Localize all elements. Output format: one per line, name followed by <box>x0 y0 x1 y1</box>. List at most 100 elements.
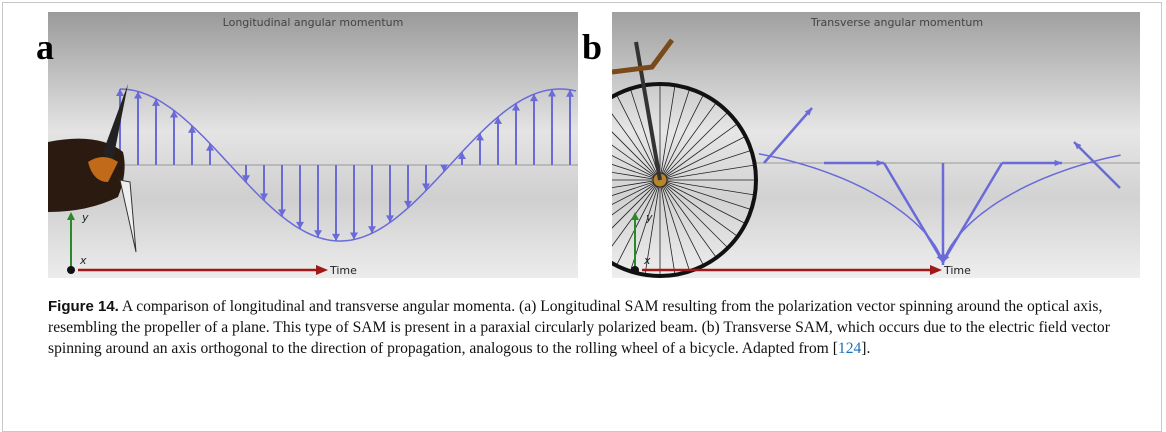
spoke <box>659 179 717 258</box>
arrowhead <box>476 133 484 141</box>
spoke <box>659 179 755 196</box>
spoke <box>659 136 746 181</box>
spoke <box>612 179 661 205</box>
spoke <box>612 155 661 181</box>
spoke <box>659 179 746 224</box>
propeller-blade <box>119 179 137 253</box>
arrowhead <box>152 98 160 106</box>
spoke <box>612 179 661 229</box>
arrowhead <box>134 91 142 99</box>
spoke <box>659 179 704 266</box>
spoke <box>659 164 755 181</box>
wheel <box>612 38 758 278</box>
spoke <box>659 179 729 249</box>
spoke <box>612 179 661 197</box>
propeller-blade <box>103 84 128 161</box>
arrowhead <box>494 116 502 124</box>
panel-label: a <box>36 27 54 67</box>
spoke <box>659 85 676 181</box>
arrowhead <box>1074 142 1082 150</box>
panel-label: b <box>582 27 603 67</box>
spoke <box>659 179 752 211</box>
spoke <box>629 88 661 181</box>
spoke <box>612 163 661 181</box>
arrowhead <box>943 254 950 262</box>
time-arrow <box>930 265 942 275</box>
x-dot <box>631 266 639 274</box>
caption-label: Figure 14. <box>48 298 119 315</box>
arrowhead <box>170 110 178 118</box>
vector <box>1073 141 1121 189</box>
arrowhead <box>368 226 376 234</box>
spoke <box>659 111 729 181</box>
spoke <box>659 179 676 275</box>
spoke <box>659 179 738 237</box>
wave <box>119 88 577 242</box>
arrowhead <box>332 233 340 241</box>
spoke <box>644 179 661 275</box>
spoke <box>616 94 661 181</box>
spoke <box>612 131 661 181</box>
arrowhead <box>350 232 358 240</box>
y-arrow <box>67 212 75 220</box>
spoke <box>659 179 691 272</box>
time-arrow <box>316 265 328 275</box>
time-label: Time <box>329 264 357 277</box>
x-label: x <box>643 254 651 267</box>
arrowhead <box>458 152 466 160</box>
arrowhead <box>314 230 322 238</box>
spoke <box>659 123 738 181</box>
background <box>48 12 578 278</box>
vector <box>941 162 1004 263</box>
y-label: y <box>645 211 653 224</box>
spoke <box>659 149 752 181</box>
spoke <box>659 88 691 181</box>
arrowhead <box>260 193 268 201</box>
vector <box>763 107 813 164</box>
arrowhead <box>386 215 394 223</box>
panel-title: Transverse angular momentum <box>810 16 983 29</box>
arrowhead <box>548 89 556 97</box>
spoke <box>612 179 661 189</box>
spoke <box>616 179 661 266</box>
vector <box>882 162 945 263</box>
arrowhead <box>422 183 430 191</box>
propeller-cone <box>88 157 118 182</box>
spoke <box>612 144 661 181</box>
wave-arrows <box>116 88 577 242</box>
arrowhead <box>804 108 812 116</box>
caption-end: ]. <box>861 340 871 357</box>
x-label: x <box>79 254 87 267</box>
caption: Figure 14. A comparison of longitudinal … <box>48 296 1128 359</box>
spoke <box>659 102 717 181</box>
arrowhead <box>116 89 124 96</box>
x-dot <box>67 266 75 274</box>
time-label: Time <box>943 264 971 277</box>
arrowhead <box>404 200 412 208</box>
panel-b: Transverse angular momentum y x Time <box>612 12 1140 278</box>
arrowhead <box>296 221 304 229</box>
arrowhead <box>566 89 574 97</box>
spoke <box>659 94 704 181</box>
arrowhead <box>242 175 250 183</box>
spoke <box>612 113 661 181</box>
panel-a: Longitudinal angular momentum y x Time <box>48 12 578 278</box>
arrowhead <box>440 164 448 172</box>
arrowhead <box>530 94 538 102</box>
arrowhead <box>512 103 520 111</box>
y-arrow <box>631 212 639 220</box>
caption-text: A comparison of longitudinal and transve… <box>48 298 1110 357</box>
arrowhead <box>206 143 214 151</box>
arrowhead <box>1054 159 1062 167</box>
background <box>612 12 1140 278</box>
arrowhead <box>876 159 884 167</box>
cycloid-arrows <box>758 107 1121 265</box>
panel-title: Longitudinal angular momentum <box>223 16 404 29</box>
tyre <box>612 82 758 278</box>
arrowhead <box>278 209 286 217</box>
spoke <box>612 171 661 181</box>
fork <box>634 41 662 181</box>
propeller-hub <box>48 138 125 212</box>
citation[interactable]: 124 <box>837 340 862 357</box>
